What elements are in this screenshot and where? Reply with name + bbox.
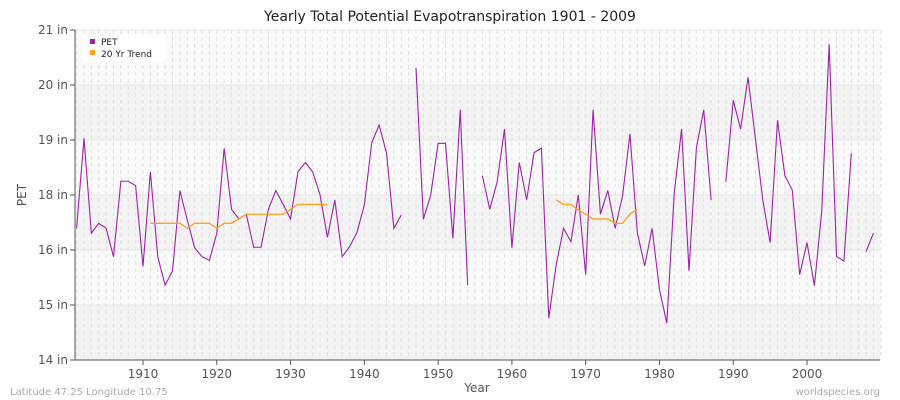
x-tick-label: 1910 [128, 367, 159, 381]
legend: PET 20 Yr Trend [82, 34, 166, 62]
grid-band [75, 305, 880, 360]
y-tick-label: 19 in [38, 133, 68, 147]
legend-swatch-trend [90, 50, 95, 55]
x-tick-label: 1940 [349, 367, 380, 381]
pet-line [865, 233, 874, 252]
series-lines [76, 44, 874, 324]
grid-band [75, 195, 880, 250]
x-axis-label: Year [463, 381, 489, 395]
x-tick-label: 1950 [423, 367, 454, 381]
x-ticks: 1910 1920 1930 1940 1950 1960 1970 1980 1990 2000 [128, 360, 823, 381]
y-tick-label: 14 in [38, 353, 68, 367]
pet-line [481, 109, 712, 324]
x-tick-label: 1990 [718, 367, 749, 381]
legend-label-trend: 20 Yr Trend [101, 50, 152, 60]
y-ticks: 14 in 15 in 16 in 18 in 19 in 20 in 21 in [38, 23, 75, 367]
legend-label-pet: PET [101, 38, 118, 48]
x-tick-label: 1930 [275, 367, 306, 381]
y-axis-label: PET [15, 183, 29, 206]
grid-band [75, 85, 880, 140]
x-tick-label: 1970 [570, 367, 601, 381]
trend-line [555, 199, 638, 224]
pet-line [415, 67, 469, 286]
x-tick-label: 1960 [497, 367, 528, 381]
legend-swatch-pet [90, 39, 95, 44]
footer-source: worldspecies.org [796, 387, 880, 398]
y-tick-label: 16 in [38, 243, 68, 257]
y-tick-label: 21 in [38, 23, 68, 37]
x-tick-label: 1920 [202, 367, 233, 381]
trend-line [150, 203, 328, 230]
x-tick-label: 2000 [792, 367, 823, 381]
y-tick-label: 15 in [38, 298, 68, 312]
legend-box [82, 34, 166, 62]
chart-title: Yearly Total Potential Evapotranspiratio… [263, 9, 636, 25]
pet-line [725, 44, 852, 286]
y-tick-label: 18 in [38, 188, 68, 202]
x-tick-label: 1980 [644, 367, 675, 381]
y-tick-label: 20 in [38, 78, 68, 92]
footer-location: Latitude 47.25 Longitude 10.75 [10, 387, 168, 398]
